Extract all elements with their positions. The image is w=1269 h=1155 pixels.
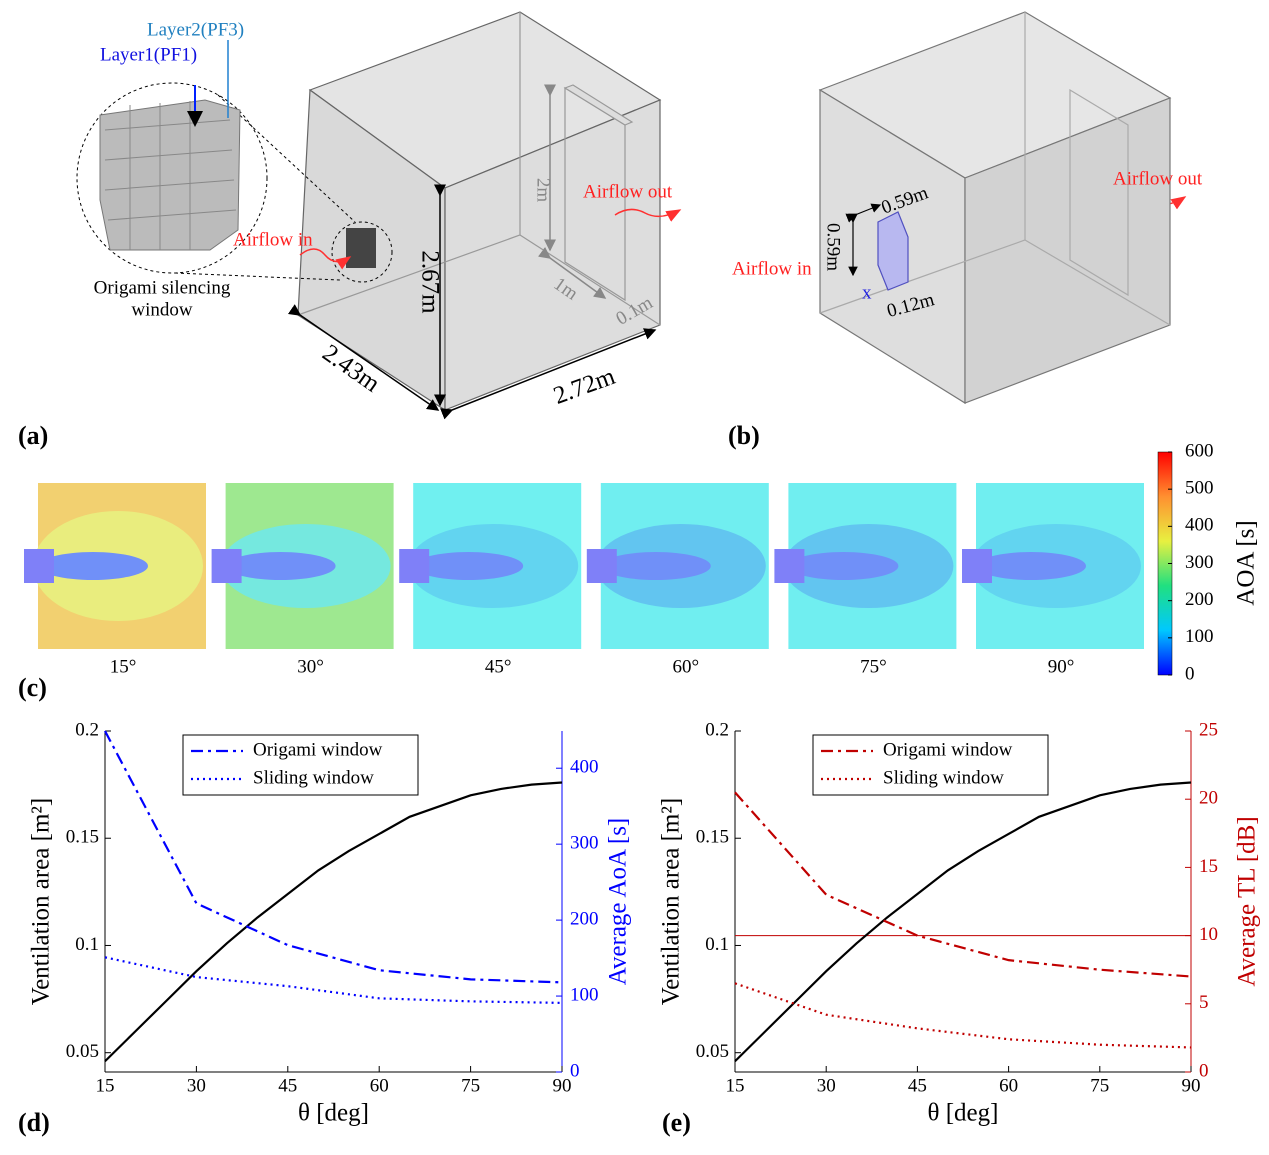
inlet: [774, 549, 805, 583]
room-width: 2.72m: [550, 363, 619, 410]
series-line: [104, 730, 563, 984]
series-line: [104, 781, 563, 1063]
colorbar-tick-label: 400: [1185, 515, 1214, 536]
y2-tick-label: 10: [1199, 924, 1218, 945]
y2-tick-label: 15: [1199, 856, 1218, 877]
axis-x: x: [862, 282, 872, 303]
colorbar-tick-label: 600: [1185, 440, 1214, 461]
angle-label: 60°: [672, 656, 699, 677]
x-tick-label: 90: [553, 1075, 572, 1096]
legend-box: [182, 734, 419, 796]
y2-axis-label: Average AoA [s]: [605, 818, 632, 986]
y-tick-label: 0.15: [696, 827, 729, 848]
window-caption: Origami silencing: [94, 277, 231, 298]
y2-tick-label: 200: [570, 908, 599, 929]
airflow-out: Airflow out: [1113, 168, 1203, 189]
x-tick-label: 15: [726, 1075, 745, 1096]
window-caption: window: [131, 299, 193, 320]
contour-core: [976, 552, 1086, 580]
x-tick-label: 15: [96, 1075, 115, 1096]
x-axis-label: θ [deg]: [928, 1100, 999, 1127]
legend-box: [812, 734, 1049, 796]
contour-core: [225, 552, 336, 580]
x-tick-label: 60: [999, 1075, 1018, 1096]
x-tick-label: 45: [278, 1075, 297, 1096]
y-tick-label: 0.05: [696, 1041, 729, 1062]
legend-label: Origami window: [253, 739, 383, 760]
inlet: [399, 549, 430, 583]
x-tick-label: 75: [461, 1075, 480, 1096]
x-tick-label: 60: [370, 1075, 389, 1096]
y-axis-label: Ventilation area [m²]: [28, 798, 55, 1005]
panel-label: (c): [18, 673, 47, 702]
y-tick-label: 0.15: [66, 827, 99, 848]
colorbar-label: AOA [s]: [1233, 520, 1260, 605]
airflow-out: Airflow out: [583, 181, 673, 202]
series-line: [734, 791, 1192, 978]
panel-label: (b): [728, 421, 760, 450]
airflow-in: Airflow in: [732, 258, 812, 279]
room-b: [818, 11, 1172, 405]
series-line: [734, 982, 1192, 1049]
panel-label: (e): [662, 1108, 691, 1137]
colorbar-tick-label: 300: [1185, 552, 1214, 573]
door-height: 2m: [533, 178, 554, 203]
series-line: [734, 781, 1192, 1063]
y-axis-label: Ventilation area [m²]: [658, 798, 685, 1005]
layer2-label: Layer2(PF3): [147, 19, 244, 40]
contour-core: [38, 552, 148, 580]
y2-tick-label: 0: [570, 1060, 580, 1081]
inlet: [962, 549, 992, 583]
inlet: [211, 549, 242, 583]
panel-label: (a): [18, 421, 48, 450]
x-axis-label: θ [deg]: [298, 1100, 369, 1127]
y-tick-label: 0.2: [705, 719, 729, 740]
y2-tick-label: 300: [570, 833, 599, 854]
x-tick-label: 75: [1090, 1075, 1109, 1096]
contour-core: [413, 552, 524, 580]
angle-label: 30°: [297, 656, 324, 677]
colorbar-tick-label: 100: [1185, 626, 1214, 647]
panel-label: (d): [18, 1108, 50, 1137]
colorbar-tick-label: 0: [1185, 663, 1195, 684]
y-tick-label: 0.05: [66, 1041, 99, 1062]
x-tick-label: 30: [817, 1075, 836, 1096]
x-tick-label: 30: [187, 1075, 206, 1096]
inlet: [24, 549, 54, 583]
legend-label: Origami window: [883, 739, 1013, 760]
series-line: [104, 956, 563, 1004]
dimension-arrows-a: [287, 84, 657, 420]
y2-tick-label: 20: [1199, 788, 1218, 809]
y2-tick-label: 100: [570, 984, 599, 1005]
angle-label: 90°: [1048, 656, 1075, 677]
window-height: 0.59m: [823, 223, 844, 271]
angle-label: 75°: [860, 656, 887, 677]
colorbar-tick-label: 200: [1185, 589, 1214, 610]
colorbar-tick-label: 500: [1185, 478, 1214, 499]
y2-axis-label: Average TL [dB]: [1234, 816, 1261, 986]
layer1-label: Layer1(PF1): [100, 44, 197, 65]
airflow-in: Airflow in: [233, 229, 313, 250]
x-tick-label: 45: [908, 1075, 927, 1096]
y2-tick-label: 25: [1199, 719, 1218, 740]
legend-label: Sliding window: [883, 767, 1004, 788]
y2-tick-label: 0: [1199, 1060, 1209, 1081]
room-height: 2.67m: [416, 250, 443, 314]
y-tick-label: 0.2: [75, 719, 99, 740]
y2-tick-label: 400: [570, 757, 599, 778]
angle-label: 15°: [110, 656, 137, 677]
legend-label: Sliding window: [253, 767, 374, 788]
contour-core: [788, 552, 899, 580]
inlet: [586, 549, 617, 583]
contour-core: [600, 552, 711, 580]
y2-tick-label: 5: [1199, 992, 1209, 1013]
y-tick-label: 0.1: [75, 934, 99, 955]
y-tick-label: 0.1: [705, 934, 729, 955]
angle-label: 45°: [485, 656, 512, 677]
x-tick-label: 90: [1182, 1075, 1201, 1096]
